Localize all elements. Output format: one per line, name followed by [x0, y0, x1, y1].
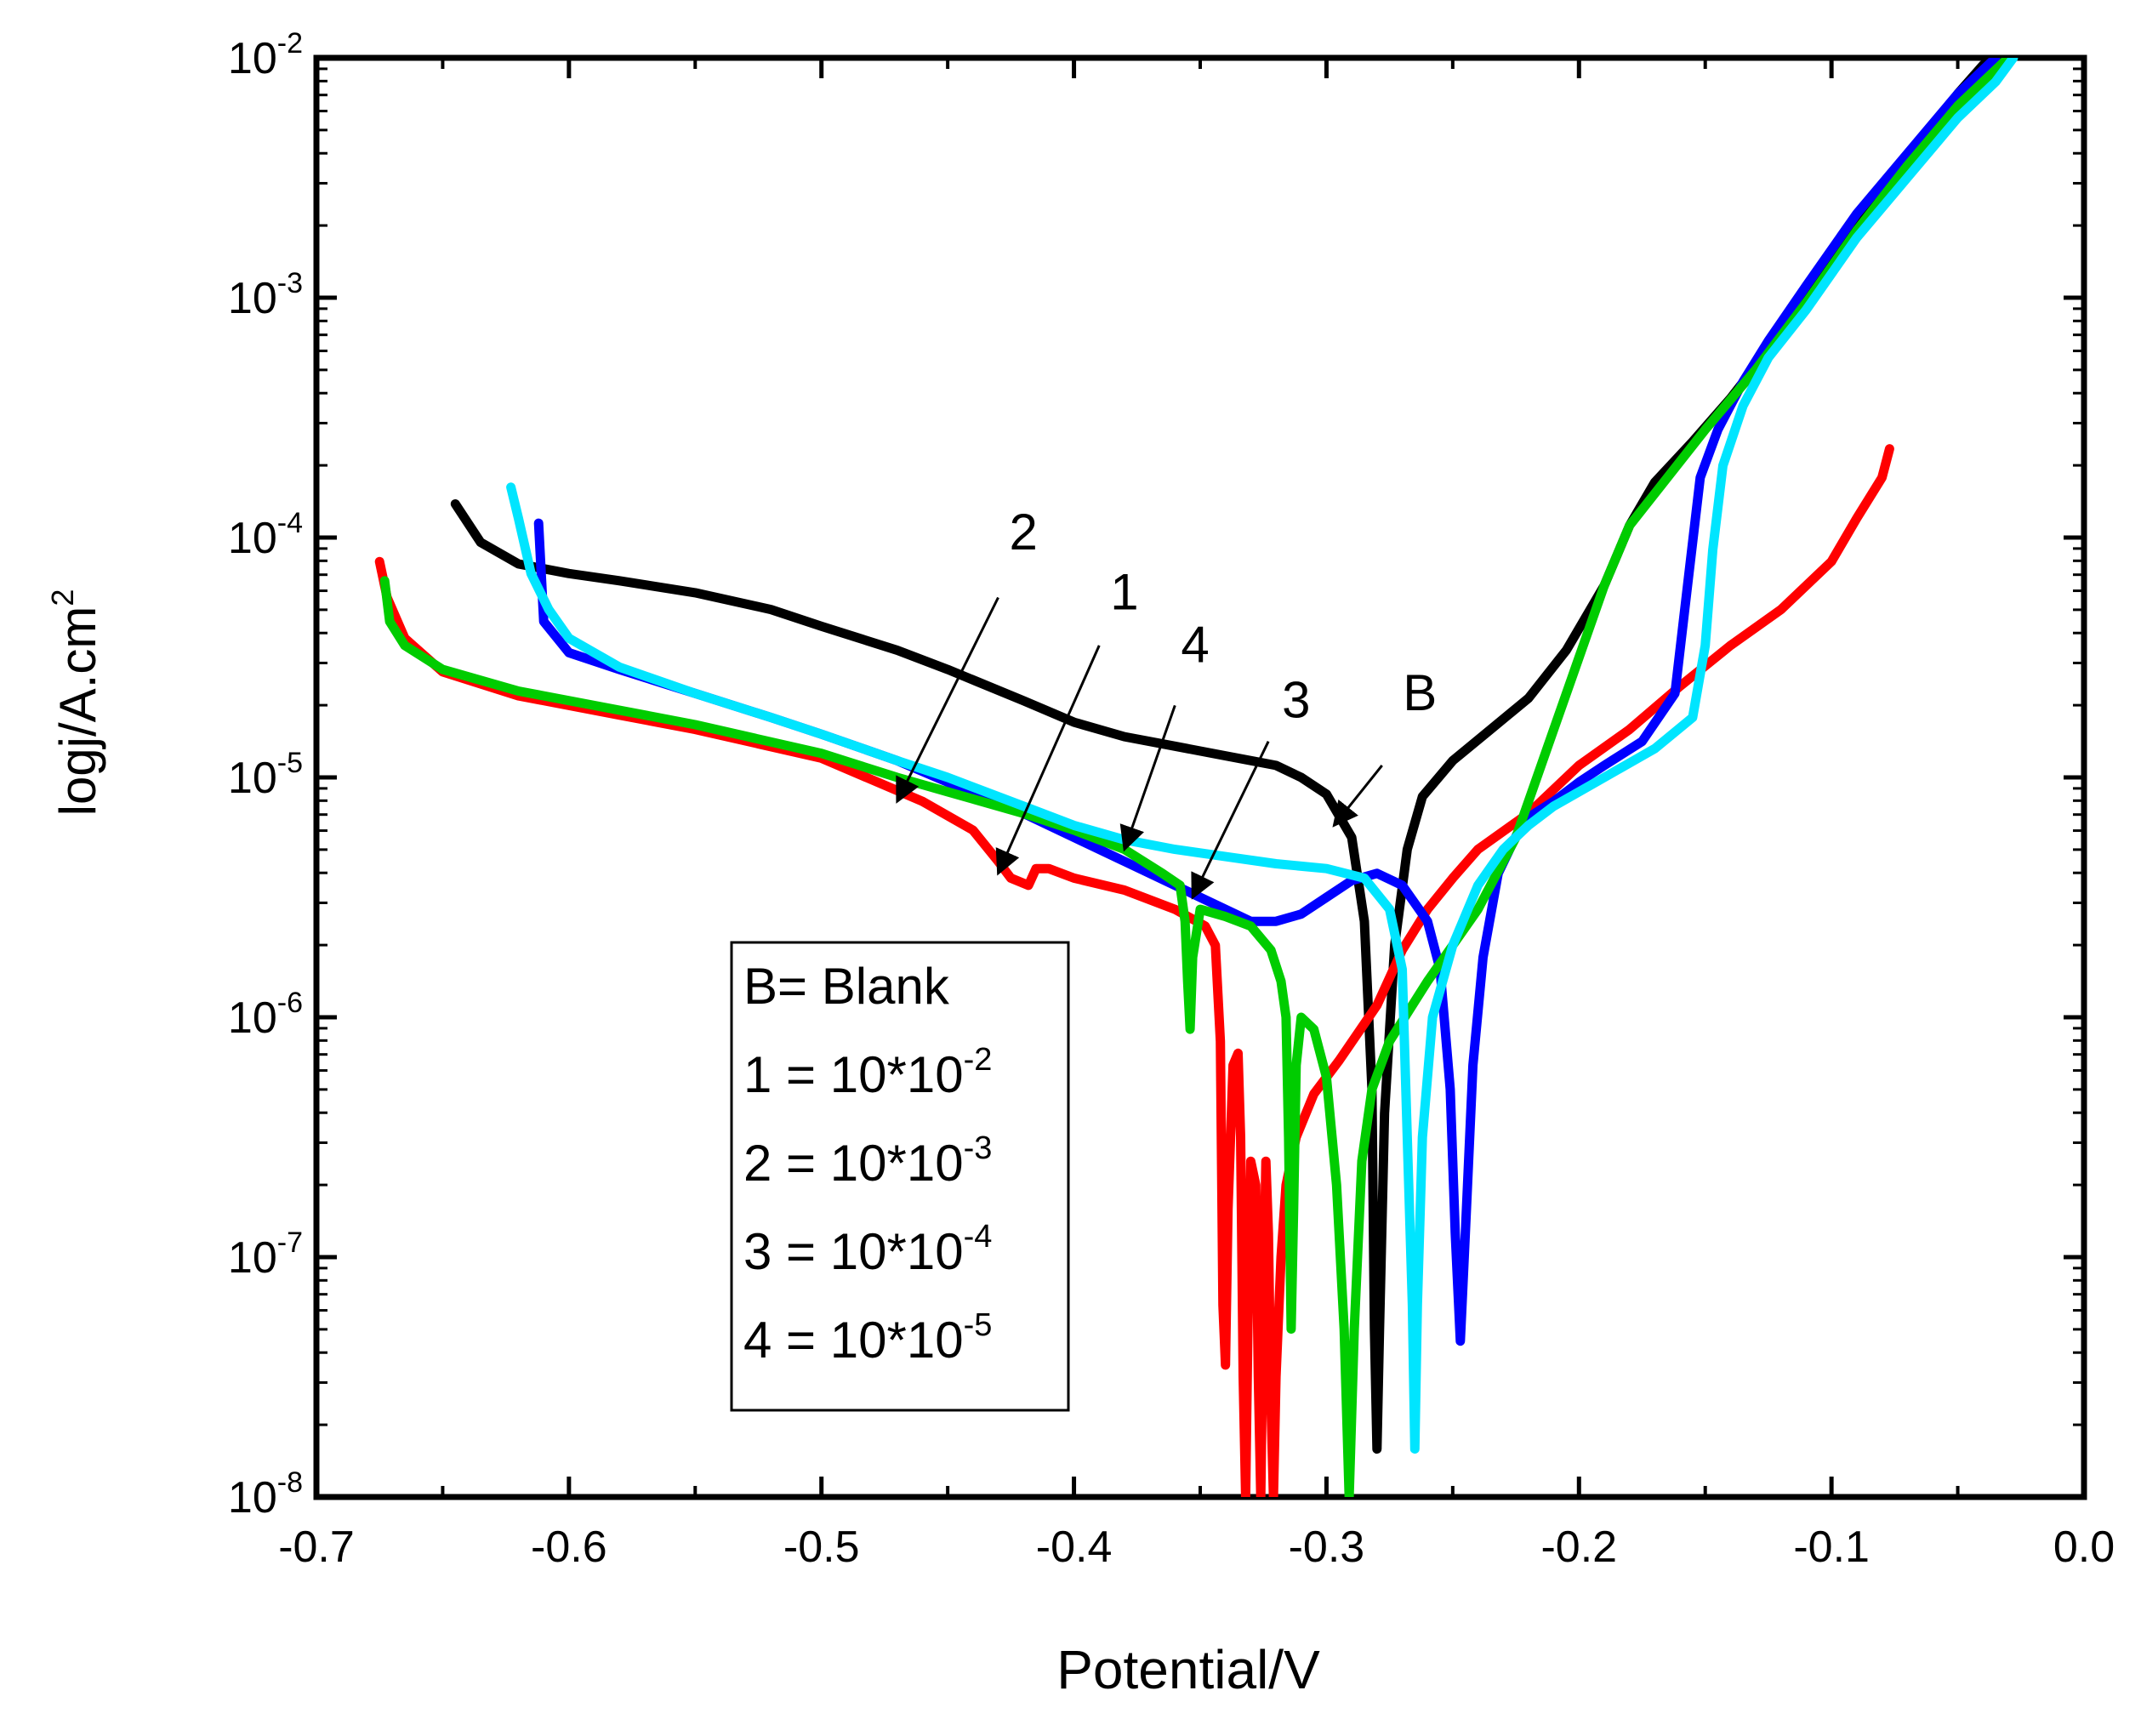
y-tick-exponent: -5 [277, 747, 303, 779]
y-axis-label: logj/A.cm2 [45, 589, 106, 817]
y-tick-label: 10-2 [228, 27, 303, 83]
legend-entry-exponent: -5 [964, 1307, 993, 1343]
y-tick-base: 10 [228, 754, 277, 803]
x-tick-label: -0.4 [1036, 1523, 1113, 1572]
y-tick-base: 10 [228, 1233, 277, 1283]
y-tick-label: 10-7 [228, 1227, 303, 1283]
legend-entry: 3 = 10*10-4 [743, 1219, 992, 1280]
x-tick-label: -0.6 [531, 1523, 607, 1572]
y-tick-label: 10-8 [228, 1466, 303, 1523]
annotation-layer: 2 14 3 B [896, 504, 1437, 900]
y-tick-base: 10 [228, 993, 277, 1043]
legend-entry-exponent: -3 [964, 1130, 993, 1166]
legend-entry-text: 1 = 10*10 [743, 1046, 964, 1103]
annotation-label-1: 1 [1110, 564, 1138, 621]
y-tick-exponent: -2 [277, 27, 303, 60]
y-tick-base: 10 [228, 514, 277, 563]
legend-entry-text: 4 = 10*10 [743, 1312, 964, 1369]
legend-entry: B= Blank [743, 958, 950, 1015]
series-line-3 [379, 58, 2013, 1497]
x-tick-label: -0.1 [1793, 1523, 1870, 1572]
y-tick-exponent: -6 [277, 987, 303, 1019]
tick-layer: -0.7 -0.6 -0.5 -0.4 -0.3 -0.2 -0.1 0.010-210-31… [228, 27, 2115, 1572]
y-tick-exponent: -7 [277, 1227, 303, 1259]
annotation-label-4: 4 [1181, 617, 1209, 674]
annotation-label-B: B [1403, 664, 1437, 721]
legend-entry-text: 2 = 10*10 [743, 1135, 964, 1192]
y-tick-base: 10 [228, 274, 277, 323]
series-line-4 [506, 58, 2019, 1454]
legend-entry-exponent: -2 [964, 1042, 993, 1078]
legend-entry-text: 3 = 10*10 [743, 1223, 964, 1280]
series-layer [374, 58, 2019, 1497]
legend-entry: 1 = 10*10-2 [743, 1042, 992, 1103]
y-tick-base: 10 [228, 1473, 277, 1523]
y-tick-exponent: -3 [277, 267, 303, 299]
annotation-arrow-4 [1119, 704, 1176, 852]
y-tick-base: 10 [228, 34, 277, 83]
x-tick-label: 0.0 [2053, 1523, 2115, 1572]
x-tick-label: -0.5 [783, 1523, 860, 1572]
annotation-label-3: 3 [1282, 672, 1310, 729]
x-tick-label: -0.2 [1540, 1523, 1617, 1572]
legend-box [730, 941, 1070, 1412]
y-tick-label: 10-6 [228, 987, 303, 1043]
x-tick-label: -0.7 [278, 1523, 355, 1572]
annotation-arrow-B [1332, 764, 1383, 828]
annotation-arrow-1 [995, 645, 1101, 876]
annotation-label-2: 2 [1010, 504, 1038, 561]
annotation-arrow-2 [896, 596, 999, 804]
y-tick-exponent: -8 [277, 1466, 303, 1499]
legend-entry: 2 = 10*10-3 [743, 1130, 992, 1192]
y-tick-label: 10-5 [228, 747, 303, 803]
y-tick-exponent: -4 [277, 507, 303, 539]
legend-entry-text: B= Blank [743, 958, 950, 1015]
y-axis-label-main: logj/A.cm [49, 606, 106, 817]
annotation-arrow-3 [1191, 741, 1270, 900]
y-tick-label: 10-3 [228, 267, 303, 323]
series-line-1 [374, 444, 1894, 1497]
x-tick-label: -0.3 [1289, 1523, 1365, 1572]
legend-entry: 4 = 10*10-5 [743, 1307, 992, 1369]
y-axis-label-sup: 2 [45, 589, 80, 606]
x-axis-label: Potential/V [1056, 1639, 1320, 1700]
y-tick-label: 10-4 [228, 507, 303, 563]
legend-entry-exponent: -4 [964, 1219, 993, 1255]
